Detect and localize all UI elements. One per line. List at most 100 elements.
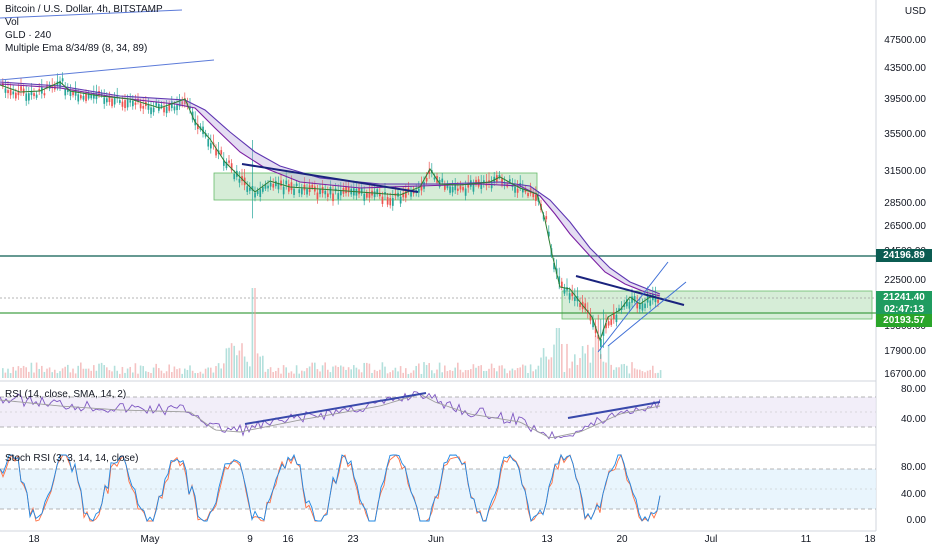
volume-bar	[425, 364, 428, 378]
ema-89-line	[0, 81, 661, 295]
price-axis-label: 22500.00	[884, 275, 926, 286]
volume-bar	[592, 347, 594, 378]
volume-bar	[293, 373, 295, 378]
volume-bar	[373, 369, 376, 378]
volume-bar	[46, 368, 48, 378]
volume-bar	[295, 365, 298, 378]
candle-body	[223, 160, 225, 166]
candle-body	[129, 100, 132, 103]
volume-bar	[527, 372, 529, 378]
time-axis-label: 18	[864, 534, 876, 545]
volume-bar	[540, 357, 542, 378]
volume-bar	[490, 363, 493, 378]
candle-body	[269, 182, 272, 187]
volume-bar	[314, 362, 316, 378]
volume-bar	[126, 368, 129, 378]
stoch-axis-label: 0.00	[906, 515, 926, 526]
candle-body	[592, 319, 594, 328]
volume-bar	[563, 372, 566, 378]
volume-bar	[485, 370, 488, 378]
candle-body	[126, 99, 129, 108]
volume-bar	[620, 364, 623, 378]
price-axis-label: 47500.00	[884, 35, 926, 46]
volume-bar	[100, 362, 103, 378]
candle-body	[67, 88, 69, 92]
volume-bar	[548, 359, 550, 378]
candle-body	[527, 193, 529, 197]
volume-bar	[511, 368, 514, 378]
range-box	[561, 290, 873, 320]
volume-bar	[77, 365, 79, 378]
volume-bar	[38, 368, 40, 378]
candle-body	[628, 302, 631, 309]
candle-body	[106, 98, 108, 103]
candle-body	[425, 177, 428, 182]
volume-bar	[636, 369, 638, 378]
candle-body	[121, 101, 124, 107]
candle-body	[38, 89, 41, 92]
candle-body	[368, 192, 371, 198]
volume-bar	[59, 371, 61, 378]
volume-bar	[589, 362, 592, 378]
time-axis-label: 18	[28, 534, 40, 545]
volume-bar	[524, 365, 527, 378]
legend-symbol: Bitcoin / U.S. Dollar, 4h, BITSTAMP	[5, 4, 163, 15]
price-axis-label: 28500.00	[884, 198, 926, 209]
price-axis-label: 43500.00	[884, 63, 926, 74]
volume-bar	[217, 363, 220, 378]
candle-body	[103, 97, 106, 104]
volume-bar	[254, 288, 256, 378]
volume-bar	[555, 328, 558, 378]
candle-body	[597, 334, 600, 339]
volume-bar	[363, 362, 365, 378]
volume-bar	[464, 370, 467, 378]
volume-bar	[529, 364, 532, 378]
candle-body	[142, 106, 145, 109]
volume-bar	[347, 367, 350, 378]
candle-body	[238, 178, 241, 183]
volume-bar	[275, 370, 277, 378]
candle-body	[20, 86, 22, 91]
volume-bar	[657, 372, 659, 378]
volume-bar	[394, 367, 397, 378]
candle-body	[509, 179, 511, 182]
candle-body	[98, 90, 100, 96]
volume-bar	[241, 343, 243, 378]
candle-body	[184, 98, 186, 105]
volume-bar	[30, 362, 33, 378]
volume-bar	[225, 348, 228, 378]
candle-body	[441, 178, 444, 183]
candle-body	[160, 104, 163, 108]
volume-bar	[397, 371, 399, 378]
volume-bar	[553, 344, 555, 378]
candle-body	[298, 189, 301, 194]
candle-body	[571, 292, 574, 297]
volume-bar	[212, 372, 215, 378]
candle-body	[381, 196, 384, 204]
time-axis-label: 9	[247, 534, 253, 545]
time-axis-label: 20	[616, 534, 628, 545]
candle-body	[535, 194, 537, 201]
volume-bar	[264, 371, 267, 378]
candle-body	[433, 177, 436, 180]
volume-bar	[15, 370, 17, 378]
volume-bar	[506, 373, 508, 378]
volume-bar	[433, 373, 436, 378]
candle-body	[480, 182, 483, 190]
candle-body	[654, 295, 657, 303]
volume-bar	[568, 368, 571, 378]
candle-body	[633, 296, 636, 302]
volume-bar	[441, 372, 443, 378]
rsi-axis-label: 40.00	[900, 414, 926, 425]
volume-bar	[628, 373, 631, 378]
candle-body	[124, 100, 126, 109]
volume-bar	[446, 371, 449, 378]
volume-bar	[150, 373, 152, 378]
volume-bar	[236, 355, 238, 378]
time-axis-label: 13	[541, 534, 553, 545]
volume-bar	[282, 365, 285, 378]
volume-bar	[472, 364, 475, 378]
candle-body	[116, 95, 119, 99]
candle-body	[4, 88, 7, 93]
